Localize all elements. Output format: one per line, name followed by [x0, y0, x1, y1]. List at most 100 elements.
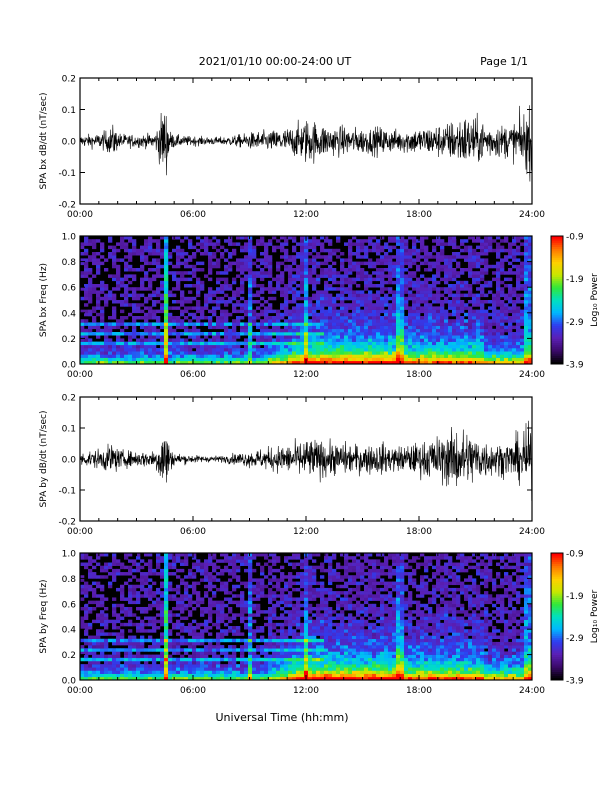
spectrogram-cell	[100, 632, 105, 636]
spectrogram-cell	[320, 354, 325, 358]
spectrogram-cell	[176, 660, 181, 665]
spectrogram-cell	[176, 603, 181, 608]
spectrogram-cell	[280, 248, 285, 253]
spectrogram-cell	[220, 332, 225, 336]
spectrogram-cell	[312, 248, 317, 253]
spectrogram-cell	[84, 648, 89, 652]
spectrogram-cell	[160, 600, 165, 605]
spectrogram-cell	[340, 360, 345, 365]
spectrogram-cell	[128, 236, 133, 240]
spectrogram-cell	[524, 274, 529, 278]
spectrogram-cell	[404, 255, 409, 259]
spectrogram-cell	[220, 587, 225, 592]
spectrogram-cell	[448, 284, 453, 288]
spectrogram-cell	[92, 316, 97, 320]
spectrogram-cell	[244, 664, 249, 668]
spectrogram-cell	[204, 360, 209, 365]
spectrogram-cell	[212, 255, 217, 259]
spectrogram-cell	[404, 296, 409, 301]
spectrogram-cell	[96, 351, 101, 355]
spectrogram-cell	[248, 584, 253, 589]
spectrogram-cell	[304, 303, 309, 307]
spectrogram-cell	[108, 660, 113, 665]
spectrogram-cell	[244, 268, 249, 272]
spectrogram-cell	[464, 258, 469, 262]
spectrogram-cell	[216, 660, 221, 665]
spectrogram-cell	[336, 341, 341, 346]
spectrogram-cell	[528, 341, 533, 346]
spectrogram-cell	[444, 274, 449, 278]
spectrogram-cell	[244, 245, 249, 250]
spectrogram-cell	[372, 296, 377, 301]
spectrogram-cell	[188, 344, 193, 349]
spectrogram-cell	[148, 587, 153, 592]
spectrogram-cell	[436, 338, 441, 342]
spectrogram-cell	[472, 341, 477, 346]
spectrogram-cell	[392, 274, 397, 278]
spectrogram-cell	[420, 255, 425, 259]
spectrogram-cell	[508, 328, 513, 333]
spectrogram-cell	[432, 293, 437, 298]
spectrogram-cell	[240, 654, 245, 659]
spectrogram-cell	[204, 664, 209, 668]
spectrogram-cell	[276, 328, 281, 333]
spectrogram-cell	[276, 268, 281, 272]
spectrogram-cell	[344, 306, 349, 310]
spectrogram-cell	[324, 312, 329, 317]
spectrogram-cell	[104, 597, 109, 601]
spectrogram-cell	[140, 351, 145, 355]
spectrogram-cell	[208, 239, 213, 243]
spectrogram-cell	[204, 335, 209, 339]
spectrogram-cell	[136, 360, 141, 365]
spectrogram-cell	[224, 287, 229, 291]
spectrogram-cell	[120, 676, 125, 681]
spectrogram-cell	[184, 341, 189, 346]
spectrogram-cell	[208, 351, 213, 355]
spectrogram-cell	[156, 274, 161, 278]
spectrogram-cell	[152, 664, 157, 668]
spectrogram-cell	[212, 351, 217, 355]
colorbar-tick-label: -2.9	[566, 318, 584, 328]
spectrogram-cell	[148, 268, 153, 272]
spectrogram-cell	[352, 348, 357, 352]
spectrogram-cell	[128, 332, 133, 336]
spectrogram-cell	[424, 316, 429, 320]
spectrogram-cell	[156, 613, 161, 617]
spectrogram-cell	[428, 344, 433, 349]
spectrogram-cell	[440, 245, 445, 250]
spectrogram-cell	[276, 309, 281, 314]
spectrogram-cell	[520, 236, 525, 240]
spectrogram-cell	[244, 616, 249, 620]
spectrogram-cell	[116, 587, 121, 592]
spectrogram-cell	[332, 280, 337, 285]
spectrogram-cell	[488, 328, 493, 333]
spectrogram-cell	[272, 341, 277, 346]
spectrogram-cell	[92, 667, 97, 671]
spectrogram-cell	[484, 271, 489, 275]
spectrogram-cell	[252, 632, 257, 636]
colorbar-segment	[551, 340, 563, 344]
spectrogram-cell	[140, 252, 145, 256]
spectrogram-cell	[416, 239, 421, 243]
spectrogram-cell	[432, 300, 437, 304]
spectrogram-cell	[240, 651, 245, 655]
spectrogram-cell	[116, 603, 121, 608]
spectrogram-cell	[108, 332, 113, 336]
spectrogram-cell	[296, 348, 301, 352]
spectrogram-cell	[384, 293, 389, 298]
spectrogram-cell	[148, 332, 153, 336]
spectrogram-cell	[164, 306, 169, 310]
spectrogram-cell	[512, 300, 517, 304]
colorbar-segment	[551, 255, 563, 258]
spectrogram-cell	[268, 657, 273, 662]
spectrogram-cell	[148, 559, 153, 563]
spectrogram-cell	[168, 319, 173, 323]
spectrogram-cell	[248, 242, 253, 246]
spectrogram-cell	[412, 328, 417, 333]
spectrogram-cell	[236, 603, 241, 608]
spectrogram-cell	[528, 306, 533, 310]
spectrogram-cell	[148, 584, 153, 589]
spectrogram-cell	[456, 252, 461, 256]
spectrogram-cell	[104, 296, 109, 301]
spectrogram-cell	[364, 248, 369, 253]
